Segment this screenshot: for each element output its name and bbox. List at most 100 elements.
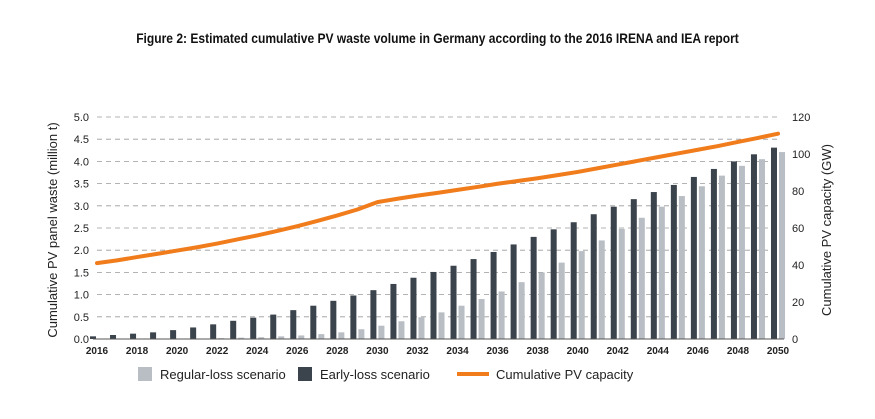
y-tick-label-right: 120 [792,112,810,124]
x-tick-label: 2030 [366,346,389,357]
bar-early-loss [470,259,477,339]
legend-swatch-early-loss [298,367,312,381]
y-tick-label-left: 4.5 [74,134,89,146]
y-tick-label-left: 1.5 [74,267,89,279]
bar-early-loss [170,330,177,339]
x-tick-label: 2046 [687,346,710,357]
bar-regular-loss [298,335,305,339]
y-tick-label-right: 20 [792,297,804,309]
y-tick-label-left: 2.5 [74,223,89,235]
bar-regular-loss [698,186,705,339]
bar-regular-loss [558,262,565,339]
y-tick-label-left: 2.0 [74,245,89,257]
bar-early-loss [450,265,457,339]
bar-regular-loss [738,165,745,339]
bar-regular-loss [358,329,365,339]
bar-regular-loss [258,337,265,339]
bar-early-loss [650,192,657,339]
bar-regular-loss [779,152,786,339]
bar-regular-loss [338,332,345,339]
axes: 0.00.51.01.52.02.53.03.54.04.55.00204060… [74,112,811,357]
bar-early-loss [750,154,757,339]
bars [89,147,786,339]
capacity-line-layer [95,131,780,266]
bar-regular-loss [578,251,585,339]
bar-early-loss [490,251,497,339]
bar-early-loss [110,335,117,339]
x-tick-label: 2028 [326,346,349,357]
x-tick-label: 2044 [647,346,670,357]
y-axis-label-right: Cumulative PV capacity (GW) [819,144,834,316]
bar-regular-loss [498,291,505,339]
y-tick-label-left: 3.5 [74,179,89,191]
bar-early-loss [510,244,517,339]
bar-regular-loss [718,175,725,339]
bar-regular-loss [418,317,425,339]
bar-early-loss [230,320,237,339]
legend-label-regular-loss: Regular-loss scenario [160,367,286,382]
bar-early-loss [350,295,357,339]
bar-regular-loss [438,312,445,339]
bar-early-loss [670,184,677,339]
y-tick-label-right: 80 [792,186,804,198]
x-tick-label: 2022 [206,346,229,357]
y-tick-label-left: 0.0 [74,334,89,346]
bar-early-loss [330,300,337,339]
bar-regular-loss [378,325,385,339]
bar-early-loss [310,305,317,339]
x-tick-label: 2020 [166,346,189,357]
y-tick-label-left: 3.0 [74,201,89,213]
bar-early-loss [610,206,617,339]
x-tick-label: 2032 [406,346,429,357]
bar-early-loss [710,168,717,339]
capacity-line [95,131,780,266]
chart-title: Figure 2: Estimated cumulative PV waste … [136,30,739,46]
bar-early-loss [590,214,597,339]
bar-early-loss [89,336,96,339]
y-tick-label-right: 60 [792,223,804,235]
legend-swatch-regular-loss [138,367,152,381]
y-axis-label-left: Cumulative PV panel waste (million t) [45,122,60,337]
legend-label-early-loss: Early-loss scenario [320,367,430,382]
x-tick-label: 2048 [727,346,750,357]
bar-regular-loss [538,272,545,339]
x-tick-label: 2040 [567,346,590,357]
y-tick-label-left: 1.0 [74,290,89,302]
bar-early-loss [370,290,377,339]
bar-regular-loss [758,159,765,339]
bar-early-loss [150,332,157,339]
x-tick-label: 2042 [607,346,630,357]
bar-regular-loss [638,217,645,339]
bar-early-loss [410,277,417,339]
bar-regular-loss [278,336,285,339]
bar-early-loss [250,317,257,339]
bar-early-loss [630,199,637,339]
bar-early-loss [390,283,397,339]
bar-early-loss [270,314,277,339]
y-tick-label-right: 40 [792,260,804,272]
bar-early-loss [530,236,537,339]
bar-regular-loss [318,334,325,339]
bar-early-loss [190,327,197,339]
bar-early-loss [290,310,297,339]
x-tick-label: 2034 [446,346,469,357]
bar-regular-loss [598,240,605,339]
x-tick-label: 2016 [86,346,109,357]
bar-regular-loss [478,299,485,339]
bar-early-loss [430,271,437,339]
x-tick-label: 2018 [126,346,149,357]
bar-regular-loss [238,337,245,339]
y-tick-label-right: 100 [792,149,810,161]
bar-regular-loss [518,282,525,339]
y-tick-label-right: 0 [792,334,798,346]
bar-regular-loss [678,196,685,339]
bar-early-loss [690,176,697,339]
bar-early-loss [730,161,737,339]
x-tick-label: 2038 [527,346,550,357]
y-tick-label-left: 5.0 [74,112,89,124]
bar-regular-loss [658,206,665,339]
x-tick-label: 2024 [246,346,269,357]
bar-early-loss [130,333,137,339]
bar-regular-loss [398,321,405,339]
